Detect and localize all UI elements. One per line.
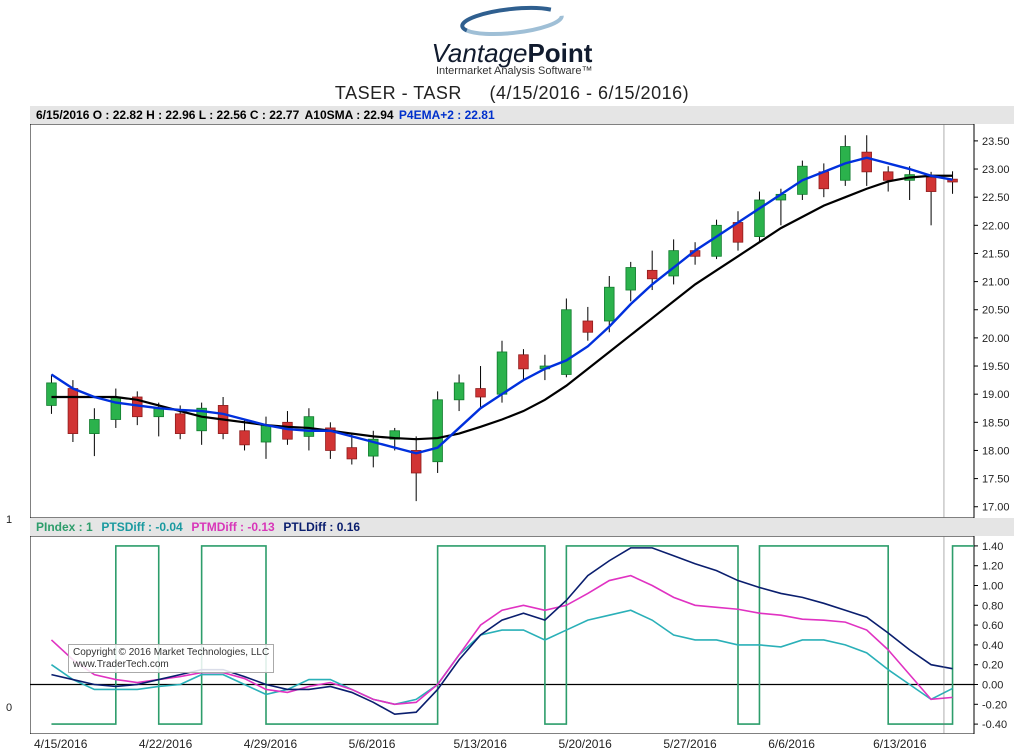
logo-brand-pre: Vantage <box>432 38 528 68</box>
svg-text:5/13/2016: 5/13/2016 <box>454 737 508 751</box>
svg-text:6/6/2016: 6/6/2016 <box>768 737 815 751</box>
svg-text:19.00: 19.00 <box>982 389 1010 401</box>
svg-text:0.20: 0.20 <box>982 660 1003 672</box>
svg-text:18.50: 18.50 <box>982 417 1010 429</box>
copyright-line1: Copyright © 2016 Market Technologies, LL… <box>73 647 269 658</box>
svg-text:6/13/2016: 6/13/2016 <box>873 737 927 751</box>
svg-text:20.50: 20.50 <box>982 305 1010 317</box>
logo-block: VantagePoint Intermarket Analysis Softwa… <box>0 0 1024 79</box>
svg-text:4/15/2016: 4/15/2016 <box>34 737 88 751</box>
svg-text:4/22/2016: 4/22/2016 <box>139 737 193 751</box>
svg-text:1.00: 1.00 <box>982 581 1003 593</box>
svg-text:22.00: 22.00 <box>982 220 1010 232</box>
chart-area: 1 0 Copyright © 2016 Market Technologies… <box>30 106 1014 754</box>
svg-text:0.00: 0.00 <box>982 680 1003 692</box>
indicator-info-bar: PIndex : 1 PTSDiff : -0.04 PTMDiff : -0.… <box>30 518 1014 536</box>
price-info-bar: 6/15/2016 O : 22.82 H : 22.96 L : 22.56 … <box>30 106 1014 124</box>
svg-text:5/27/2016: 5/27/2016 <box>663 737 717 751</box>
svg-text:22.50: 22.50 <box>982 192 1010 204</box>
svg-text:-0.20: -0.20 <box>982 699 1007 711</box>
ptldiff-label: PTLDiff : 0.16 <box>283 520 360 534</box>
indicator-chart[interactable]: -0.40 -0.20 0.00 0.20 0.40 0.60 0.80 1.00 1.20 1.… <box>30 536 1014 734</box>
logo-tagline: Intermarket Analysis Software™ <box>432 65 593 77</box>
svg-text:0.80: 0.80 <box>982 600 1003 612</box>
price-a10sma: A10SMA : 22.94 <box>305 108 394 122</box>
svg-text:20.00: 20.00 <box>982 333 1010 345</box>
x-axis: 4/15/2016 4/22/2016 4/29/2016 5/6/2016 5/13/… <box>30 734 1014 754</box>
title-symbol: TASER - TASR <box>335 83 462 103</box>
pindex-label: PIndex : 1 <box>36 520 93 534</box>
price-chart[interactable]: 17.00 17.50 18.00 18.50 19.00 19.50 20.00 20.50… <box>30 124 1014 518</box>
svg-text:17.50: 17.50 <box>982 474 1010 486</box>
svg-text:-0.40: -0.40 <box>982 719 1007 731</box>
svg-text:18.00: 18.00 <box>982 445 1010 457</box>
logo-brand-strong: Point <box>527 38 592 68</box>
chart-title: TASER - TASR (4/15/2016 - 6/15/2016) <box>0 83 1024 104</box>
ptsdiff-label: PTSDiff : -0.04 <box>101 520 182 534</box>
svg-text:17.00: 17.00 <box>982 502 1010 514</box>
svg-text:0.60: 0.60 <box>982 620 1003 632</box>
svg-text:1.40: 1.40 <box>982 541 1003 553</box>
logo-swoosh-icon <box>452 4 572 38</box>
svg-text:23.50: 23.50 <box>982 136 1010 148</box>
price-p4ema: P4EMA+2 : 22.81 <box>399 108 495 122</box>
svg-text:1.20: 1.20 <box>982 561 1003 573</box>
left-scale-1: 1 <box>6 514 12 526</box>
svg-text:21.50: 21.50 <box>982 248 1010 260</box>
svg-text:21.00: 21.00 <box>982 277 1010 289</box>
svg-text:23.00: 23.00 <box>982 164 1010 176</box>
price-ohlc: 6/15/2016 O : 22.82 H : 22.96 L : 22.56 … <box>36 108 299 122</box>
ptmdiff-label: PTMDiff : -0.13 <box>191 520 274 534</box>
copyright-line2: www.TraderTech.com <box>73 659 169 670</box>
title-range: (4/15/2016 - 6/15/2016) <box>489 83 689 103</box>
svg-text:4/29/2016: 4/29/2016 <box>244 737 298 751</box>
svg-text:5/6/2016: 5/6/2016 <box>349 737 396 751</box>
left-scale-0: 0 <box>6 702 12 714</box>
copyright-box: Copyright © 2016 Market Technologies, LL… <box>68 644 274 673</box>
svg-text:19.50: 19.50 <box>982 361 1010 373</box>
svg-text:5/20/2016: 5/20/2016 <box>558 737 612 751</box>
svg-text:0.40: 0.40 <box>982 640 1003 652</box>
